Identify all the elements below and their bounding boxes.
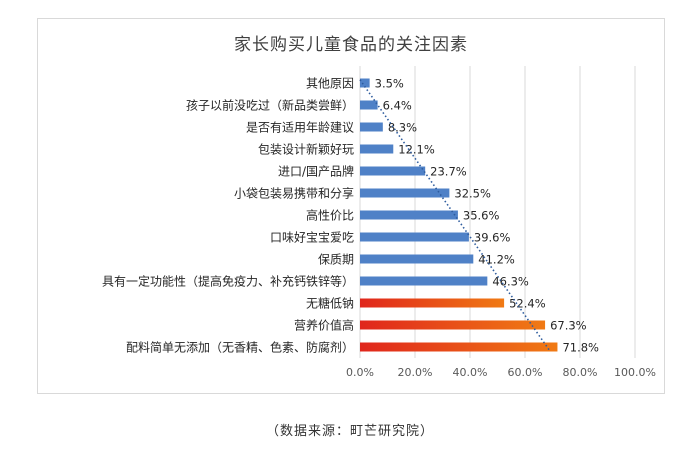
category-label: 是否有适用年龄建议 [246, 121, 354, 135]
data-label: 32.5% [454, 187, 491, 201]
bar [360, 232, 469, 242]
bar [360, 122, 383, 132]
category-label: 包装设计新颖好玩 [258, 142, 354, 157]
data-label: 71.8% [562, 341, 599, 355]
category-label: 营养价值高 [294, 318, 354, 333]
data-label: 39.6% [474, 231, 511, 245]
bar [360, 276, 488, 286]
data-label: 46.3% [492, 275, 529, 289]
bar [360, 210, 458, 220]
bar [360, 298, 505, 308]
bar [360, 342, 558, 352]
category-label: 配料简单无添加（无香精、色素、防腐剂） [126, 340, 354, 355]
x-tick-label: 60.0% [508, 366, 543, 379]
category-label: 保质期 [318, 253, 354, 267]
bar [360, 78, 370, 88]
category-label: 进口/国产品牌 [278, 165, 354, 179]
category-label: 其他原因 [306, 77, 354, 91]
x-tick-label: 100.0% [614, 366, 656, 379]
chart-title: 家长购买儿童食品的关注因素 [234, 35, 468, 55]
category-label: 具有一定功能性（提高免疫力、补充钙铁锌等） [102, 274, 354, 289]
data-label: 23.7% [430, 165, 467, 179]
source-note: （数据来源：町芒研究院） [265, 424, 434, 439]
category-label: 小袋包装易携带和分享 [234, 186, 354, 201]
data-label: 6.4% [383, 99, 412, 113]
data-label: 35.6% [463, 209, 500, 223]
data-label: 12.1% [398, 143, 435, 157]
category-label: 口味好宝宝爱吃 [270, 231, 354, 245]
category-label: 孩子以前没吃过（新品类尝鲜） [186, 98, 354, 113]
bar [360, 320, 546, 330]
data-label: 67.3% [550, 319, 587, 333]
category-label: 高性价比 [306, 208, 354, 223]
data-label: 52.4% [509, 297, 546, 311]
bar [360, 254, 474, 264]
x-tick-label: 20.0% [398, 366, 433, 379]
data-label: 3.5% [375, 77, 404, 91]
bar [360, 166, 426, 176]
trendline [359, 79, 551, 351]
bar [360, 100, 378, 110]
bar [360, 188, 450, 198]
category-label: 无糖低钠 [306, 296, 354, 311]
bar [360, 144, 394, 154]
data-label: 41.2% [478, 253, 515, 267]
chart-frame [37, 18, 665, 394]
x-tick-label: 40.0% [453, 366, 488, 379]
x-tick-label: 80.0% [563, 366, 598, 379]
x-tick-label: 0.0% [346, 366, 374, 379]
data-label: 8.3% [388, 121, 417, 135]
